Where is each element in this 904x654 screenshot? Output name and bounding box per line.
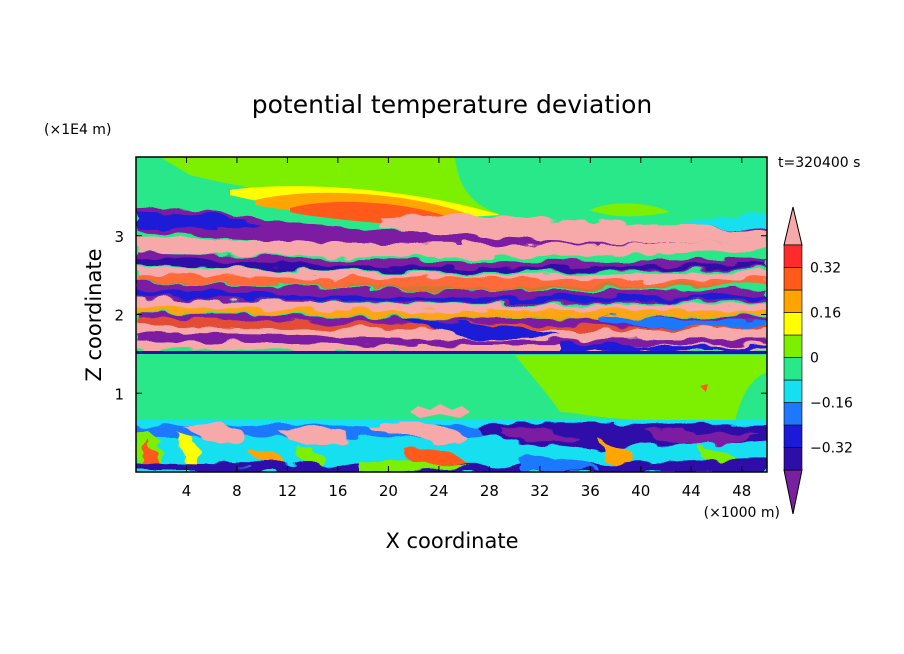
x-axis-label: X coordinate bbox=[385, 529, 518, 553]
x-tick-label: 32 bbox=[530, 482, 549, 500]
y-tick-label: 3 bbox=[114, 228, 124, 246]
y-tick-label: 2 bbox=[114, 307, 124, 325]
x-tick-label: 24 bbox=[429, 482, 448, 500]
x-tick-label: 4 bbox=[182, 482, 192, 500]
chart-title: potential temperature deviation bbox=[252, 90, 652, 119]
colorbar-swatch bbox=[783, 312, 803, 336]
x-axis: 4 8 12 16 20 24 28 32 36 40 44 48 bbox=[182, 157, 751, 500]
colorbar-label: 0.16 bbox=[810, 306, 841, 322]
x-unit-label: (×1000 m) bbox=[704, 505, 780, 521]
colorbar-label: −0.16 bbox=[810, 396, 853, 412]
x-tick-label: 44 bbox=[682, 482, 701, 500]
colorbar-swatch bbox=[783, 379, 803, 403]
colorbar-label: 0 bbox=[810, 351, 819, 367]
colorbar-label: −0.32 bbox=[810, 441, 853, 457]
colorbar-swatch bbox=[783, 334, 803, 358]
x-tick-label: 20 bbox=[379, 482, 398, 500]
y-tick-label: 1 bbox=[114, 385, 124, 403]
colorbar-swatch bbox=[783, 424, 803, 448]
x-tick-label: 40 bbox=[631, 482, 650, 500]
x-tick-label: 36 bbox=[581, 482, 600, 500]
x-tick-label: 12 bbox=[278, 482, 297, 500]
x-tick-label: 16 bbox=[328, 482, 347, 500]
colorbar-swatch bbox=[783, 357, 803, 381]
time-label: t=320400 s bbox=[778, 155, 860, 171]
colorbar-swatch bbox=[783, 267, 803, 291]
colorbar-max-arrow bbox=[783, 206, 803, 246]
colorbar: 0.32 0.16 0 −0.16 −0.32 bbox=[783, 206, 853, 515]
colorbar-label: 0.32 bbox=[810, 261, 841, 277]
colorbar-swatch bbox=[783, 402, 803, 426]
y-axis-label: Z coordinate bbox=[82, 248, 106, 381]
colorbar-swatch bbox=[783, 447, 803, 471]
plot-area bbox=[136, 157, 767, 472]
x-tick-label: 28 bbox=[480, 482, 499, 500]
x-tick-label: 48 bbox=[732, 482, 751, 500]
y-axis: 1 2 3 bbox=[114, 228, 767, 403]
colorbar-swatch bbox=[783, 289, 803, 313]
y-unit-label: (×1E4 m) bbox=[44, 122, 111, 138]
colorbar-min-arrow bbox=[783, 469, 803, 515]
colorbar-swatch bbox=[783, 244, 803, 268]
x-tick-label: 8 bbox=[232, 482, 242, 500]
